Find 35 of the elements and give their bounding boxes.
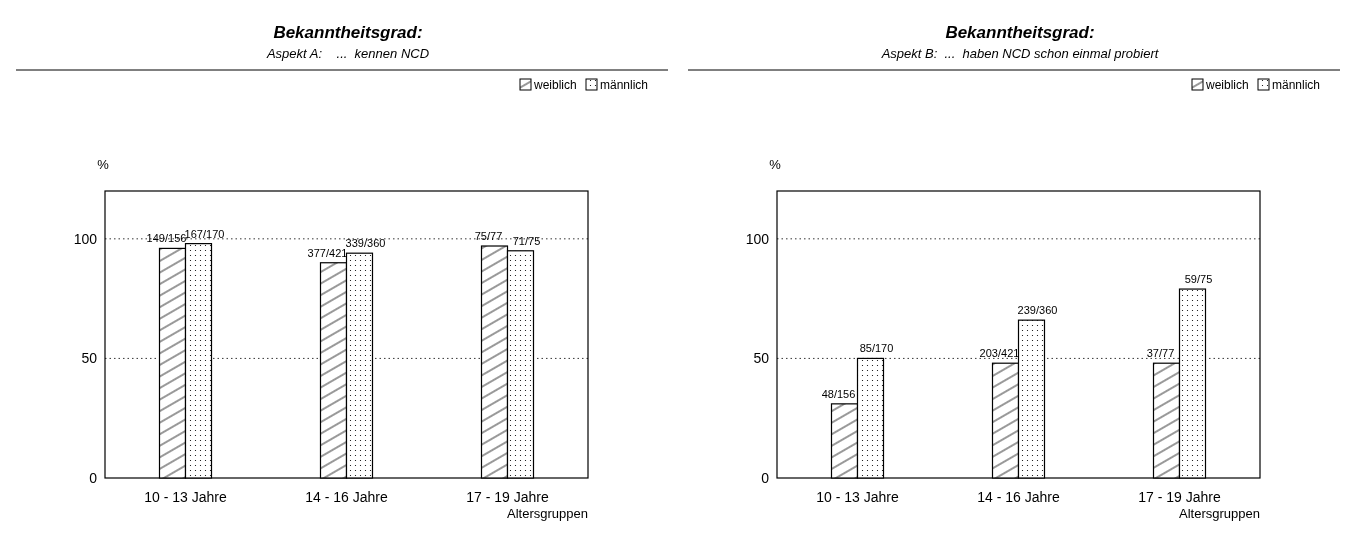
data-label: 377/421 <box>307 246 348 259</box>
x-axis-title: Altersgruppen <box>507 506 588 521</box>
x-tick-label: 17 - 19 Jahre <box>1138 489 1221 505</box>
x-axis-title: Altersgruppen <box>1179 506 1260 521</box>
data-label: 203/421 <box>979 347 1020 360</box>
chart-title: Bekanntheitsgrad: <box>945 23 1095 42</box>
y-tick-label: 50 <box>81 350 98 367</box>
y-axis-title: % <box>769 157 782 172</box>
x-tick-label: 10 - 13 Jahre <box>816 489 899 505</box>
data-label: 48/156 <box>821 387 856 400</box>
legend-label: weiblich <box>1205 78 1249 92</box>
legend-label: männlich <box>1272 78 1321 92</box>
chart-subtitle: Aspekt A: ... kennen NCD <box>265 46 430 61</box>
chart-title: Bekanntheitsgrad: <box>273 23 423 42</box>
data-label: 339/360 <box>345 237 386 250</box>
data-label: 85/170 <box>859 342 894 355</box>
data-label: 75/77 <box>474 230 503 243</box>
y-tick-label: 100 <box>745 230 770 247</box>
chart-subtitle: Aspekt B: ... haben NCD schon einmal probiert <box>880 46 1160 61</box>
data-label: 239/360 <box>1017 304 1058 317</box>
legend-label: weiblich <box>533 78 577 92</box>
x-tick-label: 17 - 19 Jahre <box>466 489 549 505</box>
data-label: 59/75 <box>1184 273 1213 286</box>
y-tick-label: 100 <box>73 230 98 247</box>
x-tick-label: 10 - 13 Jahre <box>144 489 227 505</box>
x-tick-label: 14 - 16 Jahre <box>305 489 388 505</box>
y-tick-label: 50 <box>753 350 770 367</box>
x-tick-label: 14 - 16 Jahre <box>977 489 1060 505</box>
legend-label: männlich <box>600 78 649 92</box>
data-label: 149/156 <box>146 232 187 245</box>
y-tick-label: 0 <box>761 470 770 486</box>
y-tick-label: 0 <box>89 470 98 486</box>
data-label: 37/77 <box>1146 347 1175 360</box>
y-axis-title: % <box>97 157 110 172</box>
data-label: 71/75 <box>512 234 541 247</box>
